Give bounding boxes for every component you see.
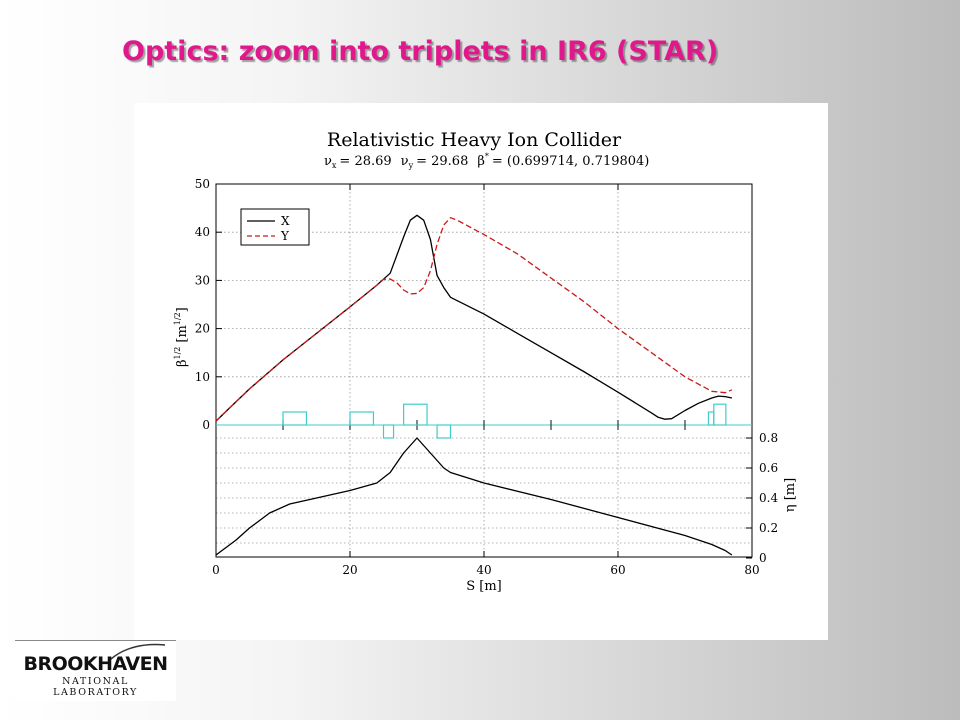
x-tick-label: 0: [212, 563, 220, 577]
series-eta-line: [215, 437, 733, 556]
y-tick-label-bottom: 0.4: [759, 491, 778, 505]
magnet-element: [403, 403, 428, 426]
brookhaven-logo: BROOKHAVEN NATIONAL LABORATORY: [15, 640, 176, 701]
y-axis-label-top-sup: 1/2: [173, 347, 182, 360]
chart-title: Relativistic Heavy Ion Collider: [327, 129, 622, 151]
logo-subtitle: NATIONAL LABORATORY: [53, 676, 138, 698]
magnet-lattice: [216, 403, 752, 439]
series-y-line: [215, 217, 733, 422]
y-tick-label-bottom: 0: [759, 551, 767, 565]
y-tick-label-bottom: 0.2: [759, 521, 778, 535]
y-axis-label-top: β1/2[m1/2]: [173, 307, 190, 367]
legend: X Y: [240, 208, 310, 246]
y-tick-label-top: 50: [195, 177, 210, 191]
chart-panel: Relativistic Heavy Ion Collider νx = 28.6…: [134, 103, 828, 640]
y-axis-label-top-close: ]: [175, 307, 190, 312]
y-axis-label-top-unit: [m: [175, 325, 190, 342]
y-tick-label-top: 0: [202, 418, 210, 432]
y-tick-label-bottom: 0.6: [759, 461, 778, 475]
y-tick-label-top: 40: [195, 225, 210, 239]
nu-x-symbol: ν: [324, 154, 332, 169]
beta-star-symbol: β: [477, 154, 485, 169]
magnet-element: [349, 411, 375, 426]
magnet-element: [436, 424, 452, 439]
y-tick-label-bottom: 0.8: [759, 431, 778, 445]
magnet-element: [713, 403, 727, 426]
legend-box: [240, 208, 310, 246]
magnet-element: [282, 411, 308, 426]
nu-y-value: = 29.68: [416, 154, 468, 169]
x-axis-label: S [m]: [466, 579, 502, 594]
legend-label-x: X: [281, 214, 290, 228]
x-tick-label: 40: [476, 563, 491, 577]
logo-swoosh-icon: [110, 643, 166, 660]
slide-title: Optics: zoom into triplets in IR6 (STAR): [122, 36, 719, 67]
x-tick-label: 60: [610, 563, 625, 577]
series-x-line: [215, 214, 733, 422]
y-axis-label-top-symbol: β: [175, 359, 190, 367]
y-tick-label-top: 30: [195, 273, 210, 287]
beta-star-superscript: *: [485, 152, 489, 161]
beta-star-value: = (0.699714, 0.719804): [492, 154, 650, 169]
y-axis-label-bottom: η [m]: [783, 478, 798, 512]
optics-chart: Relativistic Heavy Ion Collider νx = 28.6…: [173, 129, 798, 594]
legend-label-y: Y: [280, 229, 290, 243]
chart-subtitle: νx = 28.69 νy = 29.68 β* = (0.699714, 0.71980…: [324, 152, 649, 170]
magnet-element: [382, 424, 395, 439]
y-tick-label-top: 20: [195, 322, 210, 336]
x-tick-label: 20: [342, 563, 357, 577]
series: [215, 214, 733, 556]
nu-x-value: = 28.69: [339, 154, 391, 169]
nu-y-subscript: y: [408, 161, 414, 170]
logo-wordmark: BROOKHAVEN: [23, 653, 168, 675]
y-axis-label-top-unit-sup: 1/2: [173, 312, 182, 325]
nu-x-subscript: x: [332, 161, 337, 170]
x-tick-label: 80: [744, 563, 759, 577]
y-tick-label-top: 10: [195, 370, 210, 384]
nu-y-symbol: ν: [401, 154, 409, 169]
magnet-element: [707, 411, 715, 426]
